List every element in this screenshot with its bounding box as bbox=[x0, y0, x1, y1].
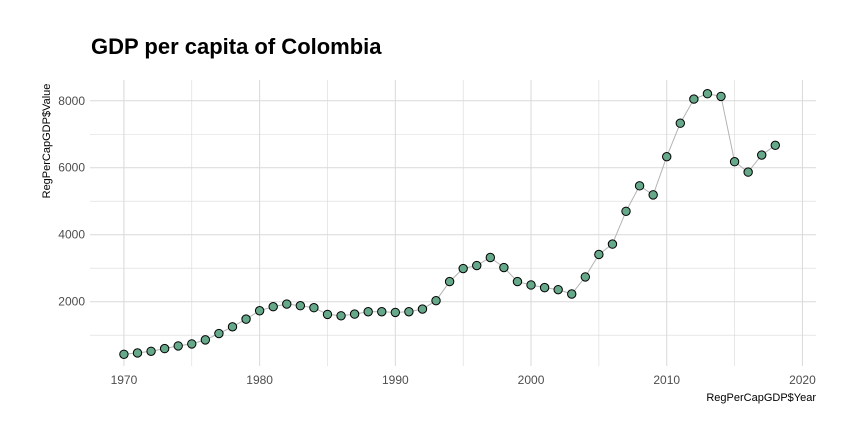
data-point bbox=[444, 276, 455, 287]
data-point bbox=[187, 339, 197, 349]
data-point bbox=[675, 118, 685, 128]
y-axis-title: RegPerCapGDP$Value bbox=[41, 84, 53, 199]
data-point bbox=[363, 307, 373, 317]
x-tick-label: 1990 bbox=[382, 373, 409, 387]
data-point bbox=[214, 328, 224, 339]
data-point bbox=[159, 343, 170, 354]
data-point bbox=[390, 307, 401, 318]
data-point bbox=[472, 260, 482, 271]
x-tick-label: 2000 bbox=[518, 373, 545, 387]
data-point bbox=[621, 206, 631, 216]
data-point bbox=[268, 302, 278, 312]
x-tick-label: 1980 bbox=[246, 373, 273, 387]
data-point bbox=[377, 307, 387, 317]
data-point bbox=[119, 349, 129, 359]
data-point bbox=[282, 299, 292, 309]
data-point bbox=[227, 322, 238, 332]
x-axis-title: RegPerCapGDP$Year bbox=[706, 392, 816, 404]
y-tick-label: 6000 bbox=[58, 161, 85, 175]
data-point bbox=[485, 252, 496, 263]
data-point bbox=[173, 341, 183, 351]
data-point bbox=[729, 157, 740, 167]
series-line bbox=[123, 93, 776, 355]
data-point bbox=[499, 262, 509, 273]
x-tick-label: 2020 bbox=[789, 373, 816, 387]
data-point bbox=[309, 303, 319, 313]
data-point bbox=[757, 150, 767, 160]
chart-title: GDP per capita of Colombia bbox=[91, 34, 382, 59]
data-point bbox=[132, 348, 143, 358]
y-tick-label: 4000 bbox=[58, 228, 85, 242]
y-tick-label: 2000 bbox=[58, 295, 85, 309]
data-point bbox=[607, 239, 618, 249]
data-point bbox=[594, 249, 604, 260]
series-polyline bbox=[123, 93, 776, 355]
data-point bbox=[716, 91, 726, 102]
data-point bbox=[349, 309, 360, 319]
data-point bbox=[770, 140, 780, 151]
data-point bbox=[553, 284, 563, 295]
data-point bbox=[702, 89, 713, 99]
grid-major-lines bbox=[90, 80, 816, 366]
y-tick-labels: 2000 4000 6000 8000 bbox=[58, 94, 85, 309]
data-point bbox=[567, 289, 577, 299]
x-tick-labels: 1970 1980 1990 2000 2010 2020 bbox=[111, 373, 817, 387]
data-point bbox=[458, 263, 468, 274]
data-point bbox=[743, 167, 753, 177]
data-point bbox=[512, 276, 523, 287]
data-point bbox=[689, 94, 699, 104]
data-point bbox=[431, 295, 441, 306]
data-point bbox=[417, 304, 428, 314]
grid-minor-lines bbox=[90, 80, 816, 366]
x-tick-label: 1970 bbox=[111, 373, 138, 387]
data-point bbox=[662, 151, 672, 162]
data-point bbox=[648, 190, 658, 200]
data-point bbox=[580, 272, 591, 282]
data-point bbox=[539, 282, 550, 293]
data-point bbox=[146, 346, 156, 356]
data-point bbox=[336, 311, 346, 321]
data-points bbox=[119, 89, 780, 359]
y-tick-label: 8000 bbox=[58, 94, 85, 108]
x-tick-label: 2010 bbox=[653, 373, 680, 387]
data-point bbox=[526, 280, 536, 290]
data-point bbox=[634, 181, 645, 191]
data-point bbox=[404, 307, 414, 317]
data-point bbox=[295, 301, 306, 311]
data-point bbox=[322, 309, 333, 320]
data-point bbox=[241, 314, 251, 324]
data-point bbox=[200, 335, 211, 345]
data-point bbox=[254, 306, 265, 316]
